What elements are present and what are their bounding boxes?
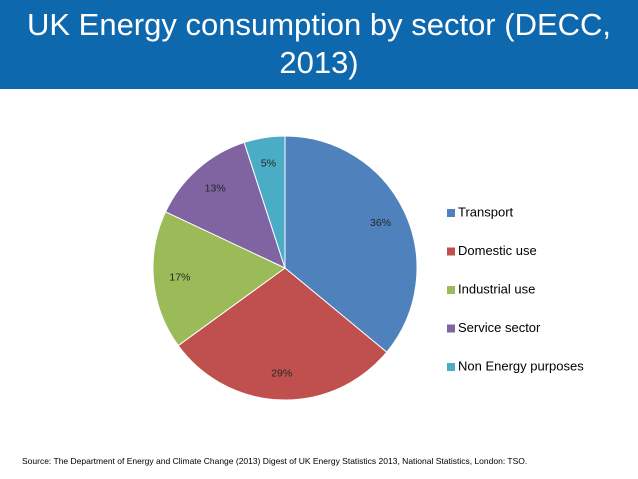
legend-label-industrial-use: Industrial use (458, 281, 535, 296)
pie-label-transport: 36% (370, 217, 391, 229)
pie-label-domestic-use: 29% (271, 367, 292, 379)
pie-slice-non-energy-purposes (243, 135, 286, 269)
pie-slice-service-sector (164, 141, 286, 269)
legend-label-service-sector: Service sector (458, 320, 541, 335)
legend-swatch-non-energy-purposes (447, 363, 455, 371)
pie-slice-industrial-use (152, 211, 286, 347)
slide-title: UK Energy consumption by sector (DECC, 2… (26, 7, 612, 80)
pie-label-service-sector: 13% (205, 183, 226, 195)
legend-label-domestic-use: Domestic use (458, 243, 537, 258)
legend-swatch-industrial-use (447, 286, 455, 294)
legend-swatch-service-sector (447, 324, 455, 333)
pie-label-non-energy-purposes: 5% (261, 157, 276, 169)
legend-label-non-energy-purposes: Non Energy purposes (458, 358, 584, 373)
title-bar: UK Energy consumption by sector (DECC, 2… (0, 0, 638, 89)
source-note: Source: The Department of Energy and Cli… (22, 456, 528, 466)
legend-swatch-transport (447, 209, 455, 217)
pie-label-industrial-use: 17% (169, 272, 190, 284)
pie-slice-transport (284, 135, 418, 353)
pie-slice-domestic-use (177, 267, 388, 401)
legend-swatch-domestic-use (447, 247, 455, 256)
legend-label-transport: Transport (458, 204, 514, 219)
